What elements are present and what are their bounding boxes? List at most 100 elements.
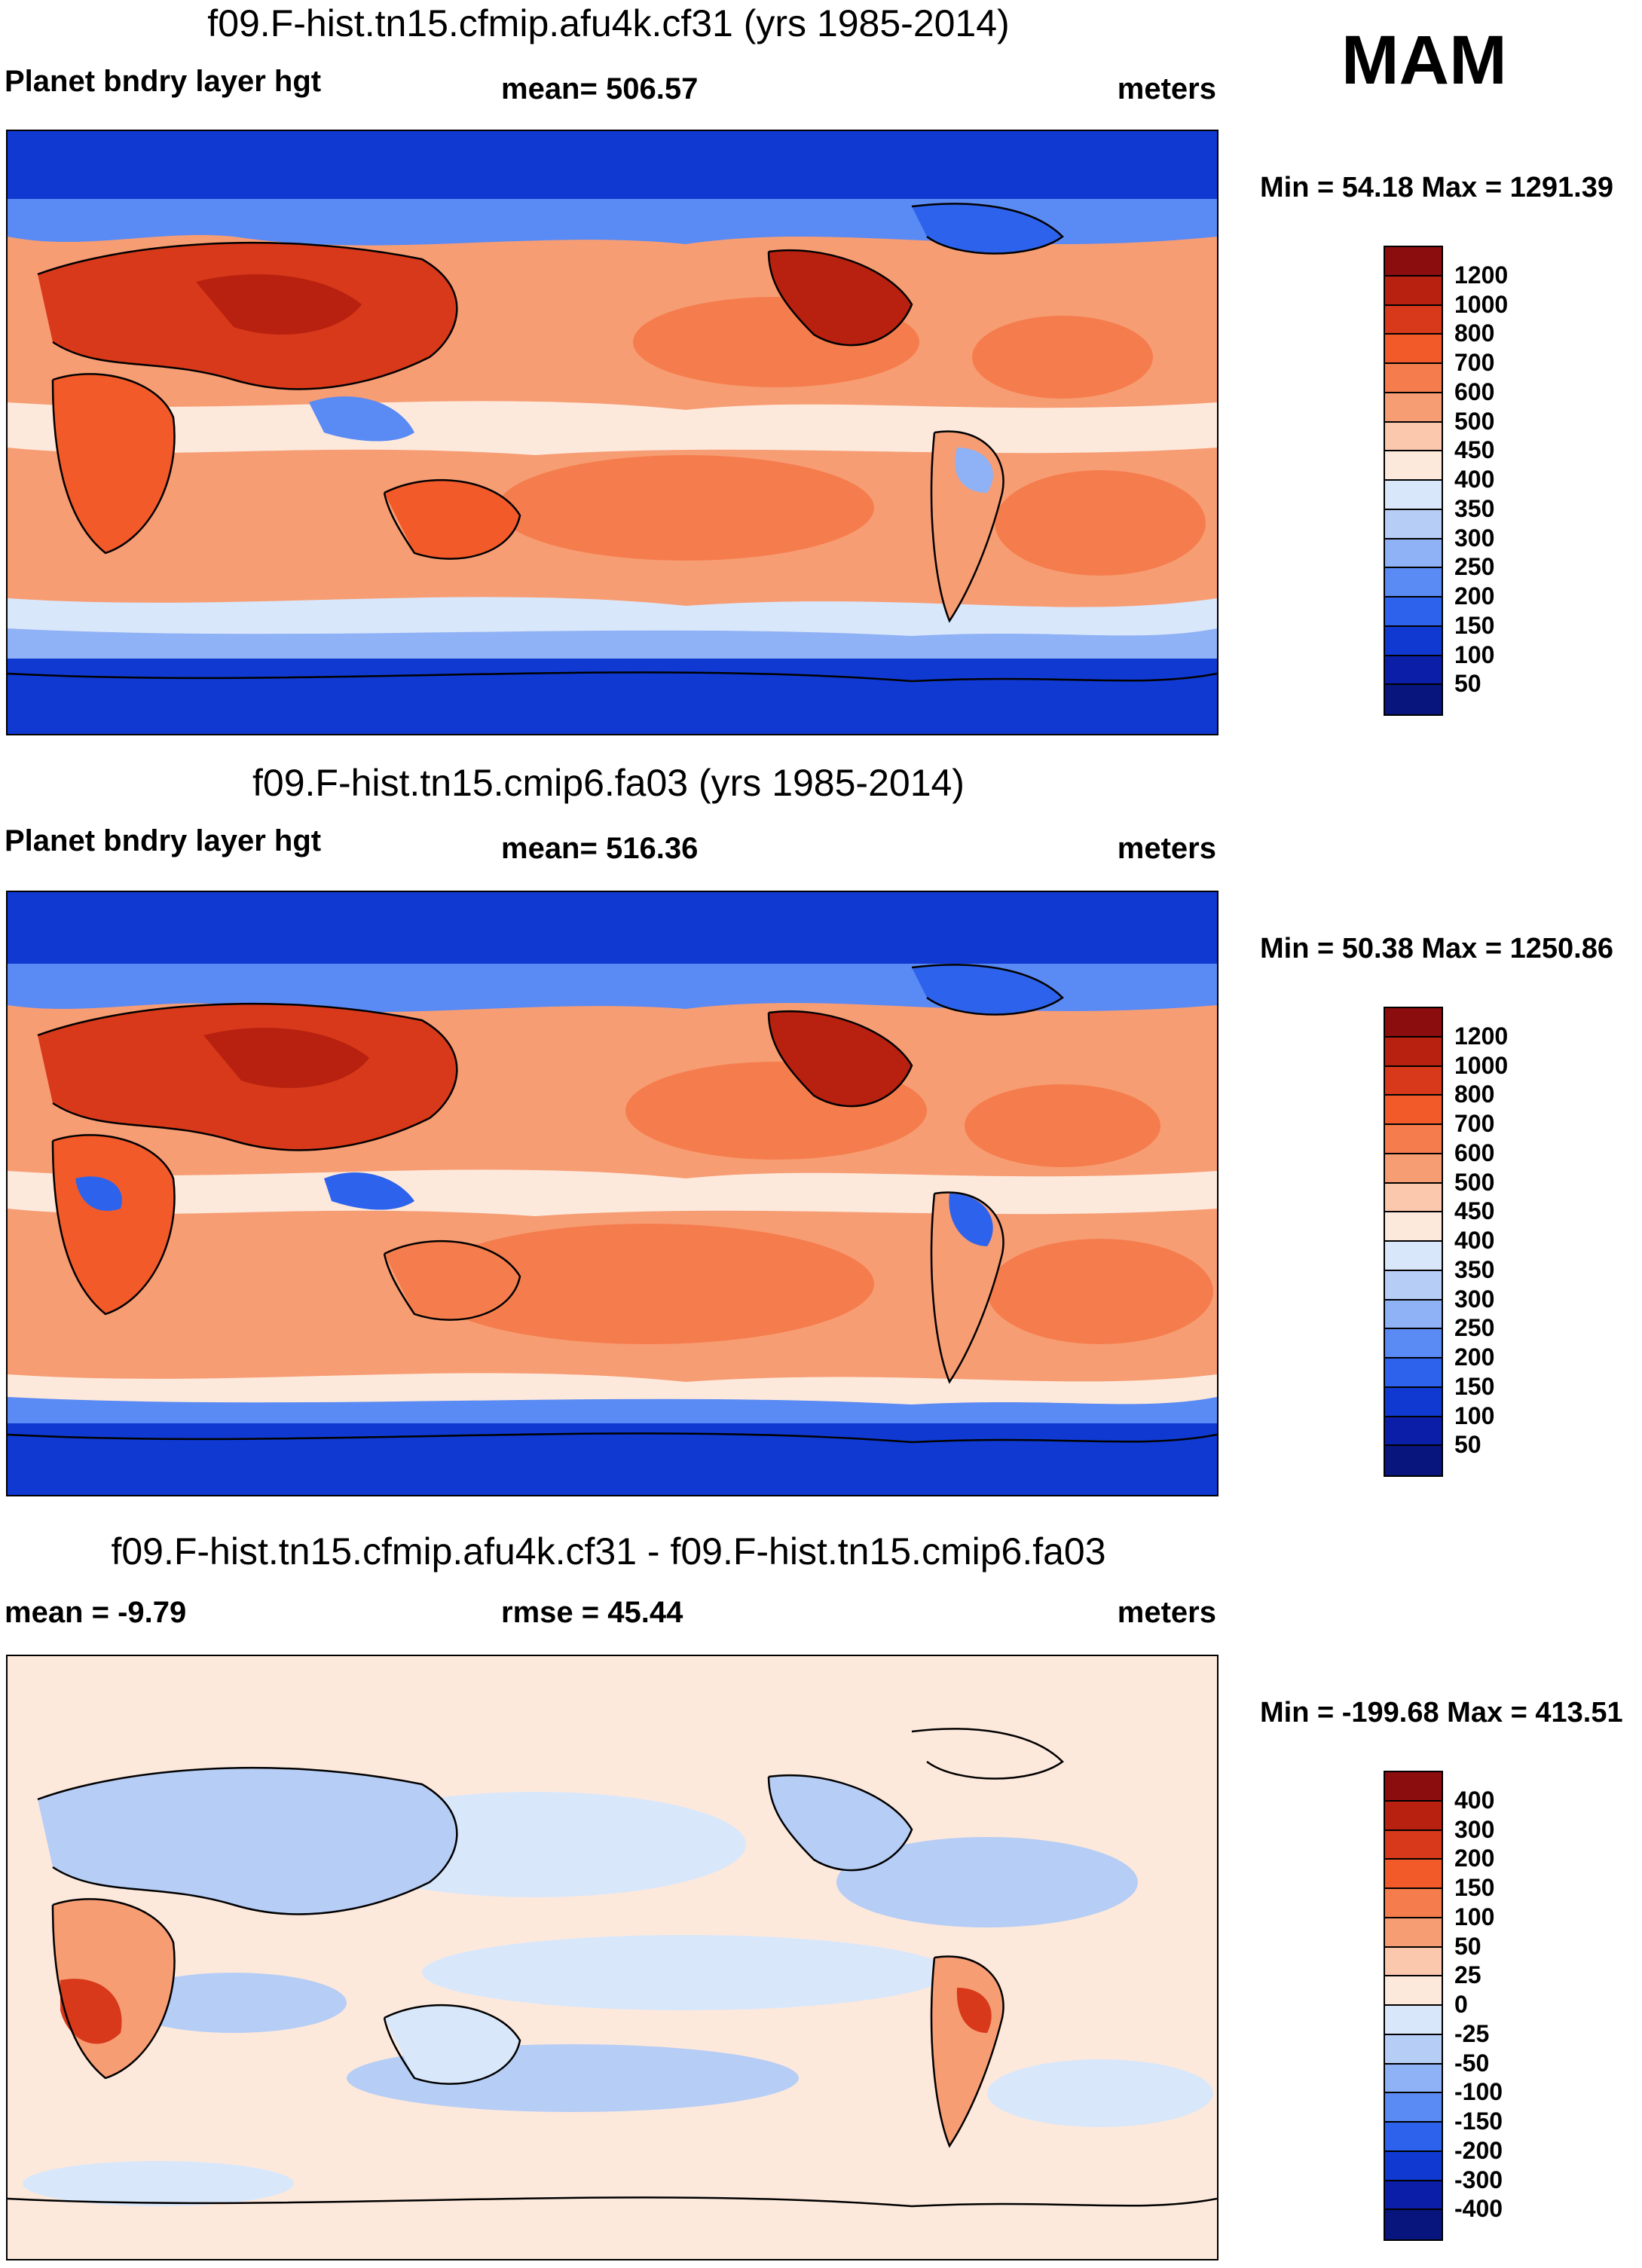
colorbar-tick-label: 300 xyxy=(1454,1815,1495,1843)
panel-title: f09.F-hist.tn15.cmip6.fa03 (yrs 1985-201… xyxy=(252,762,965,804)
colorbar-swatch xyxy=(1385,451,1442,481)
colorbar-swatch xyxy=(1385,1242,1442,1271)
colorbar-swatch xyxy=(1385,1096,1442,1125)
colorbar-swatch xyxy=(1385,1801,1442,1831)
units-label: meters xyxy=(1117,72,1216,105)
colorbar-tick-label: 200 xyxy=(1454,582,1495,610)
colorbar-tick-label: 100 xyxy=(1454,640,1495,668)
colorbar-tick-label: 100 xyxy=(1454,1401,1495,1429)
colorbar-tick-label: 350 xyxy=(1454,1255,1495,1283)
colorbar-swatch xyxy=(1385,1008,1442,1038)
colorbar-tick-label: 500 xyxy=(1454,1168,1495,1196)
colorbar-tick-label: 0 xyxy=(1454,1991,1468,2018)
min-max-label: Min = 54.18 Max = 1291.39 xyxy=(1260,172,1613,203)
colorbar-swatch xyxy=(1385,1359,1442,1388)
colorbar-swatch xyxy=(1385,2006,1442,2035)
colorbar-tick-label: 1000 xyxy=(1454,290,1509,318)
colorbar-swatch xyxy=(1385,1154,1442,1184)
colorbar-swatch xyxy=(1385,598,1442,627)
season-label: MAM xyxy=(1341,22,1507,99)
colorbar-swatch xyxy=(1385,2034,1442,2065)
colorbar-swatch xyxy=(1385,1976,1442,2006)
map-field xyxy=(6,1655,1219,2260)
colorbar-swatch xyxy=(1385,1860,1442,1889)
colorbar-swatch xyxy=(1385,2181,1442,2211)
panel-difference: f09.F-hist.tn15.cfmip.afu4k.cf31 - f09.F… xyxy=(0,1522,1642,2268)
colorbar-tick-label: -50 xyxy=(1454,2049,1490,2077)
colorbar-tick-label: 200 xyxy=(1454,1845,1495,1872)
colorbar-swatch xyxy=(1385,1212,1442,1242)
colorbar xyxy=(1384,246,1443,716)
colorbar-swatch xyxy=(1385,393,1442,423)
colorbar-tick-label: 450 xyxy=(1454,436,1495,464)
colorbar-swatch xyxy=(1385,539,1442,569)
colorbar-swatch xyxy=(1385,1387,1442,1417)
variable-label: Planet bndry layer hgt xyxy=(5,824,322,857)
colorbar-tick-label: 600 xyxy=(1454,1139,1495,1166)
panel-model-afu4k: f09.F-hist.tn15.cfmip.afu4k.cf31 (yrs 19… xyxy=(0,0,1642,753)
colorbar-tick-label: 400 xyxy=(1454,1227,1495,1254)
colorbar-swatch xyxy=(1385,685,1442,714)
colorbar-swatch xyxy=(1385,568,1442,598)
colorbar-tick-label: -400 xyxy=(1454,2195,1503,2223)
colorbar-swatch xyxy=(1385,2123,1442,2152)
colorbar-swatch xyxy=(1385,335,1442,364)
colorbar-swatch xyxy=(1385,1300,1442,1330)
colorbar-tick-label: 250 xyxy=(1454,1314,1495,1342)
colorbar-swatch xyxy=(1385,1918,1442,1948)
colorbar-tick-label: 300 xyxy=(1454,1285,1495,1313)
colorbar-tick-label: 700 xyxy=(1454,349,1495,376)
mean-label: mean= 506.57 xyxy=(501,72,699,105)
colorbar-swatch xyxy=(1385,1889,1442,1918)
map-canvas xyxy=(8,892,1217,1495)
colorbar-tick-label: 500 xyxy=(1454,407,1495,435)
colorbar-tick-label: 1000 xyxy=(1454,1051,1509,1079)
map-field xyxy=(6,130,1219,735)
colorbar-tick-label: -200 xyxy=(1454,2136,1503,2164)
colorbar-tick-label: 150 xyxy=(1454,611,1495,639)
colorbar-tick-label: 100 xyxy=(1454,1903,1495,1930)
colorbar-swatch xyxy=(1385,364,1442,393)
colorbar-tick-label: 700 xyxy=(1454,1110,1495,1137)
colorbar-swatch xyxy=(1385,509,1442,539)
colorbar-tick-label: 450 xyxy=(1454,1197,1495,1225)
colorbar-tick-label: -100 xyxy=(1454,2078,1503,2106)
colorbar-swatch xyxy=(1385,2151,1442,2181)
colorbar-tick-label: 400 xyxy=(1454,1786,1495,1814)
colorbar-swatch xyxy=(1385,1772,1442,1802)
colorbar-swatch xyxy=(1385,305,1442,335)
colorbar-tick-label: 400 xyxy=(1454,466,1495,493)
colorbar-swatch xyxy=(1385,2064,1442,2094)
map-field xyxy=(6,891,1219,1496)
colorbar-swatch xyxy=(1385,1066,1442,1096)
map-canvas xyxy=(8,131,1217,734)
colorbar-tick-label: 1200 xyxy=(1454,261,1509,289)
colorbar-swatch xyxy=(1385,656,1442,686)
colorbar-tick-label: -150 xyxy=(1454,2108,1503,2135)
colorbar-tick-label: 600 xyxy=(1454,377,1495,405)
units-label: meters xyxy=(1117,1596,1216,1629)
colorbar-tick-label: 250 xyxy=(1454,553,1495,581)
colorbar-swatch xyxy=(1385,1947,1442,1977)
colorbar-swatch xyxy=(1385,1417,1442,1447)
colorbar xyxy=(1384,1771,1443,2241)
colorbar-tick-label: 800 xyxy=(1454,1081,1495,1108)
colorbar-swatch xyxy=(1385,247,1442,277)
colorbar-tick-label: 1200 xyxy=(1454,1022,1509,1050)
colorbar-tick-label: 350 xyxy=(1454,494,1495,522)
map-canvas xyxy=(8,1656,1217,2259)
colorbar-tick-label: 25 xyxy=(1454,1961,1481,1989)
colorbar-tick-label: 50 xyxy=(1454,1431,1481,1459)
colorbar-swatch xyxy=(1385,1270,1442,1301)
colorbar-tick-label: 50 xyxy=(1454,1932,1481,1960)
colorbar-swatch xyxy=(1385,1125,1442,1154)
colorbar-swatch xyxy=(1385,2210,1442,2239)
colorbar-swatch xyxy=(1385,1037,1442,1067)
min-max-label: Min = 50.38 Max = 1250.86 xyxy=(1260,933,1613,964)
mean-label: mean = -9.79 xyxy=(5,1596,187,1629)
colorbar-tick-label: 300 xyxy=(1454,524,1495,552)
colorbar-swatch xyxy=(1385,1183,1442,1213)
units-label: meters xyxy=(1117,832,1216,865)
colorbar-swatch xyxy=(1385,481,1442,510)
colorbar-tick-label: 150 xyxy=(1454,1372,1495,1400)
